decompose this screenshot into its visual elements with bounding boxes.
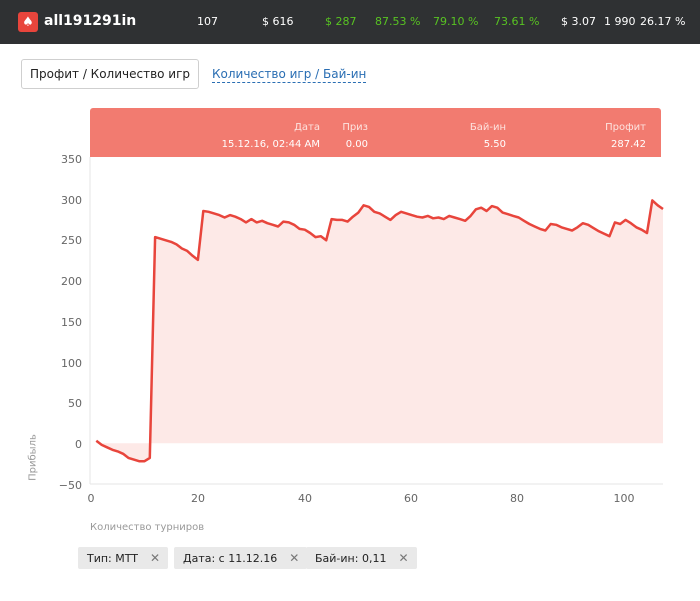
tab-profit-games[interactable]: Профит / Количество игр	[21, 59, 199, 89]
stat-tournaments: 107	[197, 15, 218, 28]
tooltip-date-label: Дата	[294, 122, 320, 133]
x-tick-label: 60	[404, 492, 418, 505]
poker-spade-icon: ♠	[18, 12, 38, 32]
tooltip-prize-value: 0.00	[345, 139, 368, 150]
filter-chip-buyin: Бай-ин: 0,11 ✕	[306, 547, 417, 569]
y-tick-label: 250	[61, 234, 82, 247]
tooltip-buyin-label: Бай-ин	[469, 122, 506, 133]
filter-chip-label: Тип: MTT	[87, 551, 138, 565]
username[interactable]: all191291in	[44, 13, 137, 29]
tab-games-buyin[interactable]: Количество игр / Бай-ин	[212, 67, 367, 83]
y-tick-label: 150	[61, 316, 82, 329]
close-icon[interactable]: ✕	[150, 551, 161, 565]
stat-percent-a: 79.10 %	[433, 15, 479, 28]
y-tick-label: 350	[61, 153, 82, 166]
filter-chip-label: Бай-ин: 0,11	[315, 551, 387, 565]
stat-avg-profit: $ 3.07	[561, 15, 596, 28]
stat-percent-b: 73.61 %	[494, 15, 540, 28]
profit-area	[96, 200, 664, 462]
stat-total-buyin: $ 616	[262, 15, 294, 28]
y-tick-label: 300	[61, 194, 82, 207]
profit-line	[95, 199, 664, 463]
tooltip-date-value: 15.12.16, 02:44 AM	[221, 139, 320, 150]
filter-chip-date: Дата: с 11.12.16 ✕	[174, 547, 308, 569]
y-tick-label: 0	[75, 438, 82, 451]
y-tick-label: −50	[58, 479, 82, 492]
data-tooltip: Дата 15.12.16, 02:44 AM Приз 0.00 Бай-ин…	[90, 108, 661, 157]
x-tick-label: 20	[191, 492, 205, 505]
y-axis-title: Прибыль	[27, 434, 39, 481]
tooltip-prize-label: Приз	[342, 122, 368, 133]
x-axis-title: Количество турниров	[90, 522, 205, 533]
y-tick-label: 50	[68, 397, 82, 410]
close-icon[interactable]: ✕	[289, 551, 300, 565]
tooltip-buyin-value: 5.50	[483, 139, 506, 150]
y-tick-label: 100	[61, 357, 82, 370]
close-icon[interactable]: ✕	[398, 551, 409, 565]
stat-profit: $ 287	[325, 15, 357, 28]
filter-chip-label: Дата: с 11.12.16	[183, 551, 278, 565]
x-tick-label: 0	[87, 492, 95, 505]
stat-roi: 87.53 %	[375, 15, 421, 28]
tooltip-profit-label: Профит	[605, 122, 646, 133]
stat-itm: 26.17 %	[640, 15, 686, 28]
x-tick-label: 100	[613, 492, 635, 505]
x-tick-label: 80	[510, 492, 524, 505]
x-tick-label: 40	[298, 492, 312, 505]
tooltip-profit-value: 287.42	[611, 139, 646, 150]
header-bar: ♠ all191291in 107 $ 616 $ 287 87.53 % 79…	[0, 0, 700, 44]
filter-chip-type: Тип: MTT ✕	[78, 547, 169, 569]
y-tick-label: 200	[61, 275, 82, 288]
stat-count: 1 990	[604, 15, 636, 28]
